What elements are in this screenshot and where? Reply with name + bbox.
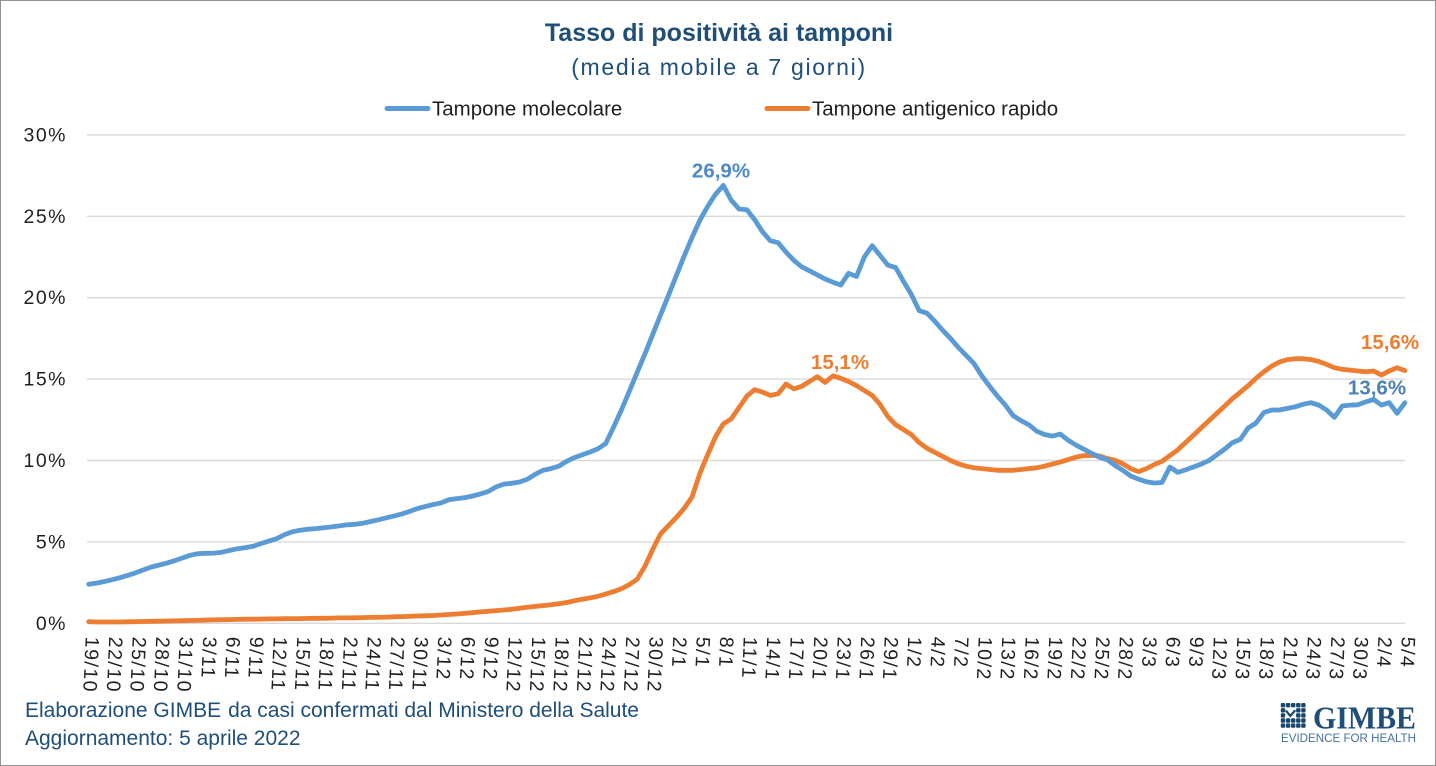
- svg-text:Tampone molecolare: Tampone molecolare: [432, 98, 622, 121]
- svg-text:24/12: 24/12: [595, 636, 619, 693]
- svg-text:28/10: 28/10: [149, 636, 173, 693]
- svg-text:19/10: 19/10: [78, 636, 102, 693]
- svg-text:27/12: 27/12: [619, 636, 643, 693]
- svg-text:30%: 30%: [23, 124, 67, 146]
- svg-text:28/2: 28/2: [1113, 636, 1137, 681]
- svg-text:EVIDENCE FOR HEALTH: EVIDENCE FOR HEALTH: [1281, 731, 1416, 745]
- svg-text:21/12: 21/12: [572, 636, 596, 693]
- svg-text:12/11: 12/11: [266, 636, 290, 692]
- svg-text:Tampone antigenico rapido: Tampone antigenico rapido: [812, 98, 1058, 121]
- svg-text:0%: 0%: [36, 613, 67, 635]
- svg-text:15%: 15%: [23, 369, 67, 391]
- svg-text:17/1: 17/1: [784, 636, 808, 681]
- svg-text:2/4: 2/4: [1372, 636, 1395, 669]
- svg-text:13/2: 13/2: [995, 636, 1019, 681]
- svg-text:29/1: 29/1: [878, 636, 902, 681]
- svg-text:30/11: 30/11: [407, 636, 431, 692]
- svg-text:15/11: 15/11: [290, 636, 314, 692]
- svg-text:27/3: 27/3: [1324, 636, 1348, 681]
- svg-text:26/1: 26/1: [854, 636, 878, 681]
- svg-text:5%: 5%: [36, 531, 67, 553]
- svg-text:6/3: 6/3: [1161, 636, 1184, 669]
- svg-text:22/2: 22/2: [1066, 636, 1090, 681]
- svg-text:23/1: 23/1: [831, 636, 855, 681]
- svg-text:3/12: 3/12: [431, 636, 455, 681]
- svg-text:20/1: 20/1: [807, 636, 831, 681]
- svg-text:9/12: 9/12: [478, 636, 502, 681]
- svg-text:16/2: 16/2: [1019, 636, 1043, 681]
- svg-text:9/3: 9/3: [1184, 636, 1207, 669]
- svg-text:1/2: 1/2: [902, 636, 925, 669]
- svg-text:21/3: 21/3: [1277, 636, 1301, 681]
- svg-text:31/10: 31/10: [172, 636, 196, 693]
- svg-text:18/11: 18/11: [313, 636, 337, 692]
- svg-text:24/11: 24/11: [360, 636, 384, 692]
- svg-text:3/3: 3/3: [1137, 636, 1160, 669]
- svg-text:7/2: 7/2: [949, 636, 972, 669]
- svg-text:10%: 10%: [23, 450, 67, 472]
- svg-text:26,9%: 26,9%: [692, 160, 750, 183]
- svg-text:10/2: 10/2: [972, 636, 996, 681]
- svg-text:12/12: 12/12: [501, 636, 525, 693]
- svg-text:13,6%: 13,6%: [1348, 377, 1406, 400]
- svg-text:30/3: 30/3: [1348, 636, 1372, 681]
- svg-text:4/2: 4/2: [925, 636, 948, 669]
- svg-text:5/4: 5/4: [1396, 636, 1419, 669]
- svg-text:8/1: 8/1: [714, 636, 737, 669]
- svg-text:15/12: 15/12: [525, 636, 549, 693]
- svg-text:11/1: 11/1: [737, 636, 761, 679]
- svg-text:24/3: 24/3: [1301, 636, 1325, 681]
- svg-text:25/10: 25/10: [125, 636, 149, 693]
- svg-text:GIMBE: GIMBE: [1313, 701, 1416, 736]
- svg-text:18/12: 18/12: [548, 636, 572, 693]
- svg-text:12/3: 12/3: [1207, 636, 1231, 681]
- svg-text:27/11: 27/11: [384, 636, 408, 692]
- svg-text:9/11: 9/11: [243, 636, 267, 679]
- svg-text:15/3: 15/3: [1230, 636, 1254, 681]
- svg-text:18/3: 18/3: [1254, 636, 1278, 681]
- svg-text:2/1: 2/1: [667, 636, 690, 669]
- svg-text:5/1: 5/1: [690, 636, 713, 669]
- svg-text:22/10: 22/10: [102, 636, 126, 693]
- svg-text:6/11: 6/11: [220, 636, 244, 679]
- svg-text:25/2: 25/2: [1089, 636, 1113, 681]
- svg-text:25%: 25%: [23, 206, 67, 228]
- svg-text:14/1: 14/1: [760, 636, 784, 681]
- svg-text:15,1%: 15,1%: [811, 351, 869, 374]
- svg-text:3/11: 3/11: [196, 636, 220, 679]
- svg-text:21/11: 21/11: [337, 636, 361, 692]
- svg-text:6/12: 6/12: [455, 636, 479, 681]
- svg-text:20%: 20%: [23, 287, 67, 309]
- svg-text:30/12: 30/12: [642, 636, 666, 693]
- svg-text:19/2: 19/2: [1042, 636, 1066, 681]
- svg-text:15,6%: 15,6%: [1361, 331, 1419, 354]
